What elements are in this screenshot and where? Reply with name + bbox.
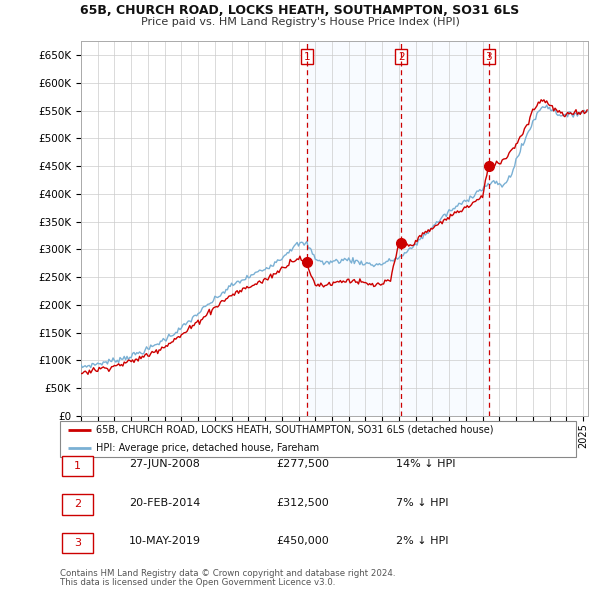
Text: £312,500: £312,500 [276,498,329,507]
FancyBboxPatch shape [62,494,93,514]
Text: 27-JUN-2008: 27-JUN-2008 [129,460,200,469]
Text: 7% ↓ HPI: 7% ↓ HPI [396,498,449,507]
Text: 2: 2 [398,52,404,62]
Text: 65B, CHURCH ROAD, LOCKS HEATH, SOUTHAMPTON, SO31 6LS (detached house): 65B, CHURCH ROAD, LOCKS HEATH, SOUTHAMPT… [96,425,494,435]
Text: 3: 3 [74,538,81,548]
Text: Price paid vs. HM Land Registry's House Price Index (HPI): Price paid vs. HM Land Registry's House … [140,17,460,27]
Text: £277,500: £277,500 [276,460,329,469]
Text: 10-MAY-2019: 10-MAY-2019 [129,536,201,546]
Text: HPI: Average price, detached house, Fareham: HPI: Average price, detached house, Fare… [96,443,319,453]
FancyBboxPatch shape [62,533,93,553]
Text: Contains HM Land Registry data © Crown copyright and database right 2024.: Contains HM Land Registry data © Crown c… [60,569,395,578]
Text: 1: 1 [74,461,81,471]
Text: £450,000: £450,000 [276,536,329,546]
Text: 3: 3 [485,52,492,62]
Text: 2: 2 [74,500,81,509]
Text: 65B, CHURCH ROAD, LOCKS HEATH, SOUTHAMPTON, SO31 6LS: 65B, CHURCH ROAD, LOCKS HEATH, SOUTHAMPT… [80,4,520,17]
FancyBboxPatch shape [60,421,576,457]
Text: 2% ↓ HPI: 2% ↓ HPI [396,536,449,546]
Text: 20-FEB-2014: 20-FEB-2014 [129,498,200,507]
FancyBboxPatch shape [62,456,93,476]
Text: This data is licensed under the Open Government Licence v3.0.: This data is licensed under the Open Gov… [60,578,335,587]
Bar [307,41,488,416]
Text: 1: 1 [304,52,310,62]
Text: 14% ↓ HPI: 14% ↓ HPI [396,460,455,469]
